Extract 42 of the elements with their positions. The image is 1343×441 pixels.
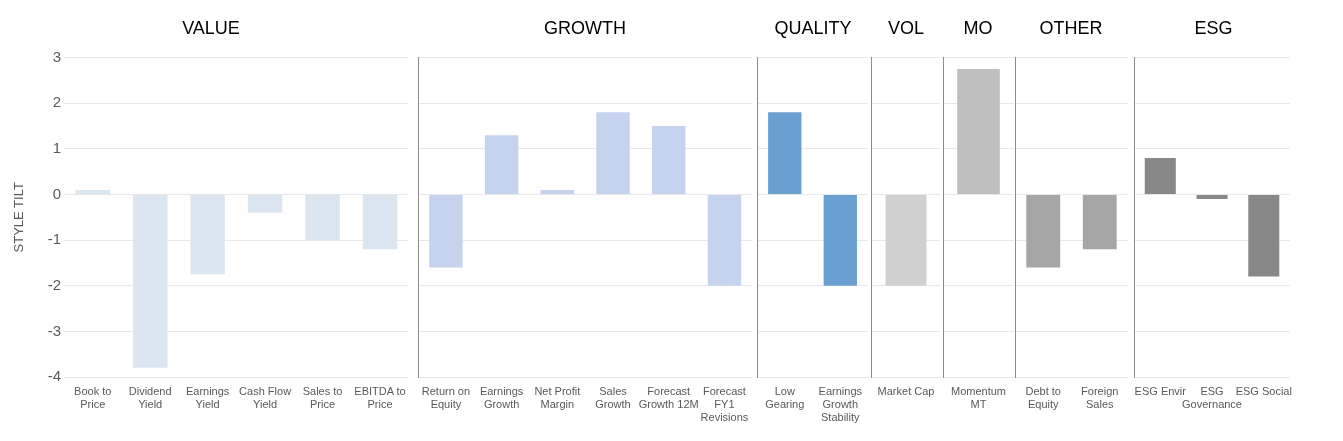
bar: [484, 135, 519, 194]
x-tick-label: ESG Envir: [1134, 384, 1187, 397]
x-tick-label: Forecast Growth 12M: [638, 384, 699, 410]
x-tick-label: Sales Growth: [595, 384, 631, 410]
chart-title: GROWTH: [544, 17, 626, 38]
chart-title: ESG: [1194, 17, 1233, 38]
y-tick-label: -2: [47, 275, 61, 293]
y-tick-label: 1: [52, 139, 61, 156]
y-tick-label: -3: [47, 321, 61, 339]
chart-title: VOL: [887, 17, 925, 38]
x-tick-label: Momentum MT: [950, 384, 1007, 410]
x-tick-label: Cash Flow Yield: [239, 384, 292, 410]
x-tick-label: Earnings Yield: [185, 384, 230, 410]
x-tick-label: Earnings Growth Stability: [818, 384, 863, 424]
bar: [707, 194, 742, 286]
chart-title: MO: [963, 17, 993, 38]
bar: [429, 194, 463, 268]
x-tick-label: Foreign Sales: [1081, 384, 1119, 410]
bar: [596, 112, 630, 194]
x-tick-label: Net Profit Margin: [534, 384, 581, 410]
x-tick-label: Low Gearing: [765, 384, 805, 410]
x-tick-label: Dividend Yield: [128, 384, 172, 410]
x-tick-label: Forecast FY1 Revisions: [700, 384, 749, 424]
bar: [540, 189, 575, 194]
y-axis-title: STYLE TILT: [11, 182, 27, 253]
chart-title: OTHER: [1039, 17, 1103, 38]
x-tick-label: Return on Equity: [421, 384, 471, 410]
x-tick-label: ESG Social: [1235, 384, 1292, 397]
y-tick-label: 2: [52, 93, 61, 111]
y-tick-label: -4: [47, 367, 61, 385]
chart-title: VALUE: [182, 17, 240, 38]
chart-title: QUALITY: [774, 17, 852, 38]
y-tick-label: 0: [52, 184, 61, 202]
bar: [652, 126, 686, 194]
x-tick-label: Earnings Growth: [479, 384, 524, 410]
x-tick-label: Market Cap: [877, 384, 935, 397]
x-tick-label: EBITDA to Price: [354, 384, 406, 410]
x-tick-label: Debt to Equity: [1025, 384, 1061, 410]
y-tick-label: 3: [52, 47, 61, 65]
x-tick-label: Book to Price: [74, 384, 112, 410]
x-tick-label: Sales to Price: [302, 384, 343, 410]
y-tick-label: -1: [47, 230, 61, 248]
